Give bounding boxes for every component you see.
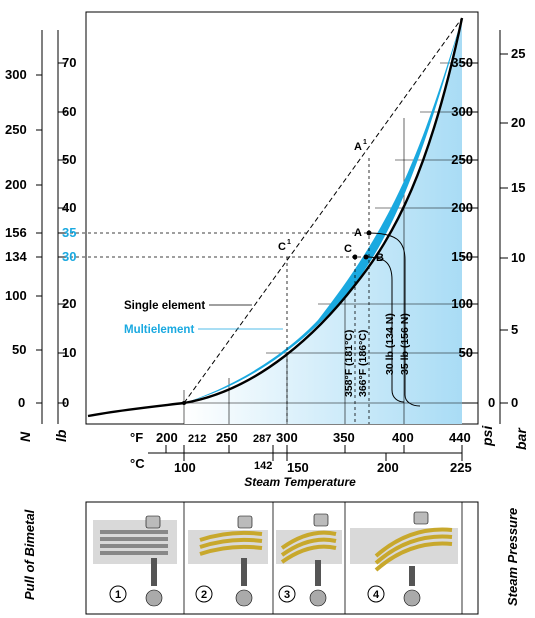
force-35lb-label: 35 lb (156 N) xyxy=(399,313,411,375)
N-tick-156: 156 xyxy=(5,225,27,240)
grid-lines xyxy=(183,62,462,424)
point-C1-superscript: 1 xyxy=(287,239,291,246)
F-tick-250: 250 xyxy=(216,430,238,445)
C-axis-label: °C xyxy=(130,456,145,471)
bar-tick-5: 5 xyxy=(511,322,518,337)
psi-tick-200: 200 xyxy=(451,200,473,215)
bar-tick-10: 10 xyxy=(511,250,525,265)
stage-dividers xyxy=(183,502,463,614)
steam-temperature-label: Steam Temperature xyxy=(244,475,356,489)
C-tick-225: 225 xyxy=(450,460,472,475)
single-element-curve xyxy=(87,17,464,418)
bar-ticks xyxy=(500,53,508,404)
guide-lines xyxy=(58,158,370,424)
psi-tick-300: 300 xyxy=(451,104,473,119)
svg-text:3: 3 xyxy=(284,589,290,601)
stage-4-illustration xyxy=(350,511,458,607)
F-tick-440: 440 xyxy=(449,430,471,445)
psi-tick-0: 0 xyxy=(488,395,495,410)
area-under-curve xyxy=(184,18,462,424)
pull-of-bimetal-label: Pull of Bimetal xyxy=(22,509,37,600)
psi-tick-150: 150 xyxy=(451,249,473,264)
psi-ticks xyxy=(462,62,478,404)
svg-text:1: 1 xyxy=(115,589,121,601)
lb-tick-60: 60 xyxy=(62,104,76,119)
linear-reference-line xyxy=(183,17,463,404)
C-tick-200: 200 xyxy=(377,460,399,475)
point-C1-label: C xyxy=(278,241,286,253)
lb-tick-0: 0 xyxy=(62,395,69,410)
F-axis-label: °F xyxy=(130,430,143,445)
point-C-label: C xyxy=(344,243,352,255)
lb-tick-50: 50 xyxy=(62,152,76,167)
psi-tick-350: 350 xyxy=(451,55,473,70)
svg-text:2: 2 xyxy=(201,589,207,601)
N-tick-200: 200 xyxy=(5,177,27,192)
stage-3-number: 3 xyxy=(278,585,296,603)
psi-tick-100: 100 xyxy=(451,296,473,311)
point-A1-label: A xyxy=(354,141,362,153)
F-tick-200: 200 xyxy=(156,430,178,445)
bar-tick-0: 0 xyxy=(511,395,518,410)
F-tick-400: 400 xyxy=(392,430,414,445)
F-tick-350: 350 xyxy=(333,430,355,445)
multielement-label: Multielement xyxy=(124,324,194,336)
lb-tick-10: 10 xyxy=(62,345,76,360)
N-tick-134: 134 xyxy=(5,249,27,264)
lb-tick-35: 35 xyxy=(62,225,76,240)
stage-3-illustration xyxy=(276,513,342,607)
N-tick-0: 0 xyxy=(18,395,25,410)
single-element-label: Single element xyxy=(124,300,205,312)
point-A1-superscript: 1 xyxy=(363,139,367,146)
bar-tick-25: 25 xyxy=(511,46,525,61)
lb-tick-70: 70 xyxy=(62,55,76,70)
brace-30lb xyxy=(365,256,405,403)
temp-358-label: 358°F (181°C) xyxy=(343,330,355,397)
steam-pressure-label: Steam Pressure xyxy=(505,508,520,606)
stage-4-number: 4 xyxy=(367,585,385,603)
points xyxy=(182,230,372,405)
N-tick-100: 100 xyxy=(5,288,27,303)
brace-35lb xyxy=(368,232,421,407)
bar-tick-15: 15 xyxy=(511,180,525,195)
N-tick-250: 250 xyxy=(5,122,27,137)
F-ticks xyxy=(165,445,463,453)
psi-tick-50: 50 xyxy=(459,345,473,360)
lb-tick-20: 20 xyxy=(62,296,76,311)
F-tick-212: 212 xyxy=(188,433,206,445)
F-tick-287: 287 xyxy=(253,433,271,445)
N-tick-50: 50 xyxy=(12,342,26,357)
N-ticks xyxy=(36,74,42,404)
C-tick-142: 142 xyxy=(254,460,272,472)
C-tick-150: 150 xyxy=(287,460,309,475)
lb-tick-30: 30 xyxy=(62,249,76,264)
point-B-label: B xyxy=(376,252,384,264)
bar-axis-label: bar xyxy=(513,427,529,450)
svg-text:4: 4 xyxy=(373,589,380,601)
lb-tick-40: 40 xyxy=(62,200,76,215)
N-axis-label: N xyxy=(17,431,33,442)
stage-1-number: 1 xyxy=(109,585,127,603)
stages-frame xyxy=(85,501,479,615)
temp-366-label: 366°F (186°C) xyxy=(357,330,369,397)
N-tick-300: 300 xyxy=(5,67,27,82)
lb-axis-label: lb xyxy=(53,429,69,442)
stage-2-number: 2 xyxy=(195,585,213,603)
stage-2-illustration xyxy=(188,515,268,607)
psi-tick-250: 250 xyxy=(451,152,473,167)
force-30lb-label: 30 lb (134 N) xyxy=(384,313,396,375)
psi-axis-label: psi xyxy=(479,425,495,447)
bar-tick-20: 20 xyxy=(511,115,525,130)
stage-1-illustration xyxy=(93,515,177,607)
C-tick-100: 100 xyxy=(174,460,196,475)
point-A-label: A xyxy=(354,227,362,239)
C-ticks xyxy=(183,453,463,461)
lb-ticks xyxy=(58,62,66,404)
F-tick-300: 300 xyxy=(276,430,298,445)
